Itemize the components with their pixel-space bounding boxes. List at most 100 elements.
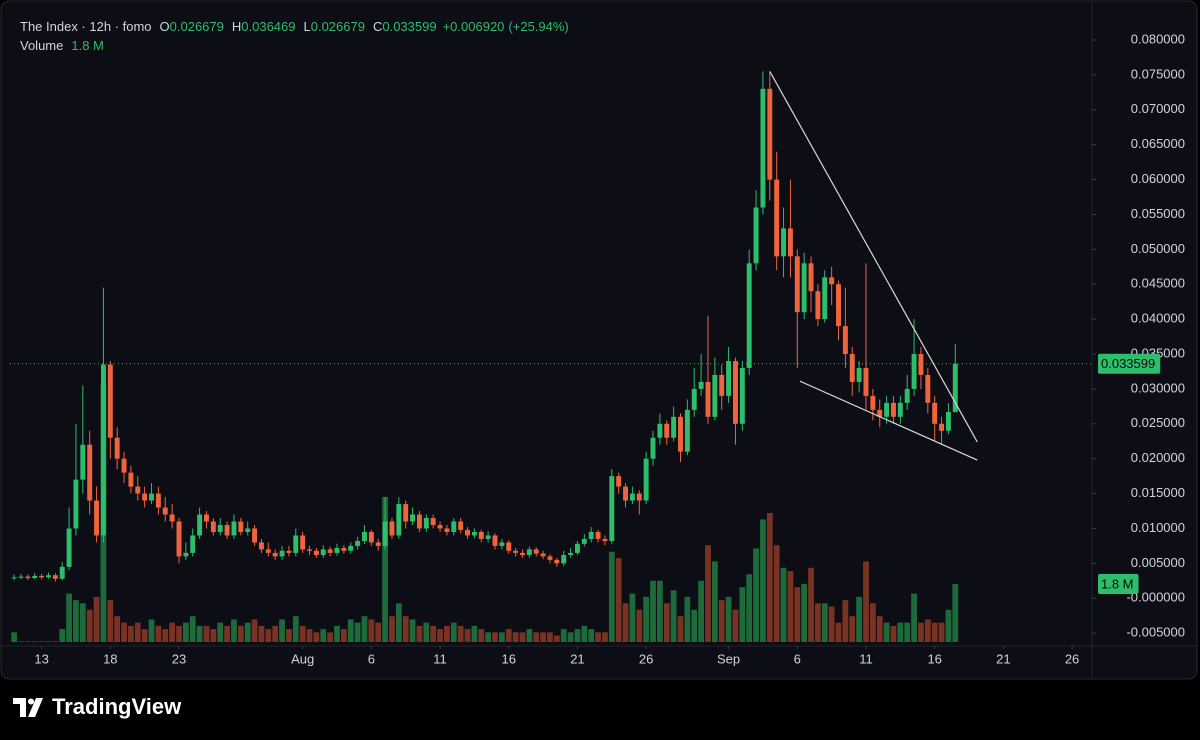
volume-bar: [636, 609, 643, 642]
volume-label: 1.8 M: [1101, 576, 1134, 591]
candle-body: [664, 423, 670, 438]
candle-body: [451, 521, 457, 532]
x-tick-label: Aug: [291, 651, 314, 666]
candle-body: [320, 549, 326, 555]
volume-bar: [444, 625, 450, 642]
candle-body: [492, 535, 498, 546]
candle-body: [540, 553, 546, 557]
volume-bar: [196, 625, 203, 642]
volume-bar: [457, 625, 464, 642]
volume-bar: [602, 632, 608, 642]
candle-body: [197, 514, 203, 536]
volume-bar: [622, 603, 629, 642]
volume-bar: [766, 513, 773, 642]
chart-panel: [0, 0, 1198, 680]
candle-body: [485, 535, 491, 539]
candle-body: [554, 559, 560, 564]
volume-bar: [45, 641, 52, 642]
volume-bar: [718, 600, 725, 642]
candle-body: [300, 535, 306, 550]
candle-body: [890, 402, 896, 417]
volume-bar: [244, 622, 251, 642]
candle-body: [506, 542, 512, 551]
candle-body: [45, 575, 51, 578]
volume-bar: [711, 561, 718, 642]
volume-bar: [361, 616, 368, 642]
x-tick-label: 26: [639, 651, 653, 666]
candle-body: [547, 556, 553, 560]
candle-body: [678, 416, 683, 452]
candle-body: [204, 514, 209, 522]
candle-body: [836, 284, 841, 327]
candle-body: [52, 575, 58, 579]
volume-bar: [24, 641, 31, 642]
volume-bar: [169, 622, 176, 642]
candle-body: [128, 472, 134, 487]
volume-bar: [911, 593, 917, 642]
candle-body: [657, 423, 663, 438]
candle-body: [389, 521, 395, 536]
volume-bar: [121, 622, 127, 642]
candle-body: [822, 277, 828, 320]
candle-body: [410, 514, 416, 522]
candle-body: [224, 524, 230, 536]
candle-body: [217, 524, 223, 532]
volume-bar: [753, 548, 759, 642]
volume-bar: [409, 619, 416, 642]
candle-body: [478, 531, 484, 539]
volume-label-box: [1098, 573, 1139, 594]
candle-body: [272, 552, 278, 557]
volume-bar: [574, 629, 581, 642]
ohlc-prefix: H: [232, 19, 241, 34]
y-tick-label: -0.000000: [1126, 590, 1185, 605]
candle-body: [293, 535, 299, 553]
volume-bar: [11, 632, 18, 642]
candle-body: [382, 521, 388, 546]
candle-body: [334, 548, 340, 553]
volume-bar: [519, 632, 526, 642]
candle-body: [162, 507, 168, 515]
volume-bar: [437, 629, 443, 642]
x-tick-label: 11: [433, 651, 447, 666]
volume-bar: [492, 632, 498, 642]
volume-bar: [176, 625, 182, 642]
candle-body: [616, 476, 622, 487]
candle-body: [918, 354, 924, 375]
candle-body: [375, 542, 381, 546]
volume-bar: [382, 496, 388, 642]
candle-body: [465, 529, 471, 536]
volume-bar: [141, 629, 148, 642]
volume-bar: [279, 619, 285, 642]
x-tick-label: 6: [368, 651, 375, 666]
candle-body: [245, 528, 251, 532]
candle-body: [609, 476, 615, 542]
volume-bar: [306, 629, 313, 642]
candle-body: [629, 493, 635, 501]
volume-bar: [931, 622, 938, 642]
volume-bar: [334, 625, 340, 642]
volume-bar: [581, 625, 588, 642]
y-tick-label: 0.075000: [1131, 66, 1185, 81]
volume-bar: [347, 619, 354, 642]
volume-bar: [650, 580, 656, 642]
volume-bar: [134, 622, 141, 642]
candle-body: [574, 543, 580, 553]
candle-body: [362, 531, 367, 542]
volume-bar: [904, 622, 911, 642]
x-tick-label: 23: [172, 651, 186, 666]
plot-area: [11, 71, 978, 642]
volume-bar: [849, 616, 856, 642]
candle-body: [732, 360, 738, 424]
volume-bar: [608, 551, 615, 642]
candle-body: [183, 552, 189, 557]
candle-body: [39, 575, 45, 578]
volume-bar: [670, 590, 677, 642]
y-tick-label: 0.060000: [1131, 171, 1185, 186]
volume-bar: [746, 574, 753, 642]
candle-body: [18, 576, 24, 578]
candle-body: [416, 514, 422, 529]
candle-body: [348, 545, 354, 551]
y-tick-label: -0.005000: [1126, 625, 1185, 640]
y-tick-label: 0.005000: [1131, 555, 1185, 570]
volume-bar: [217, 622, 224, 642]
